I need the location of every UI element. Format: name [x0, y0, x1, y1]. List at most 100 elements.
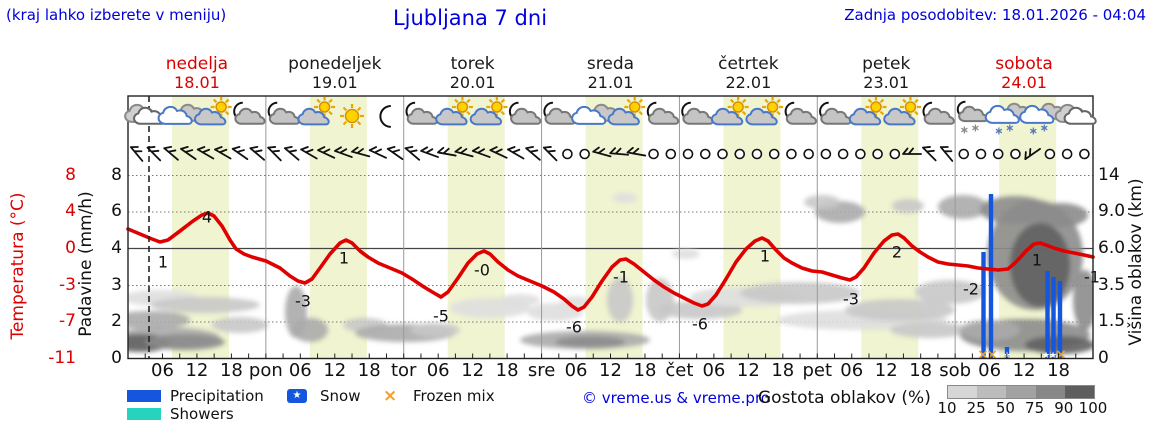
precip-bar: [1004, 347, 1010, 359]
page-title: Ljubljana 7 dni: [392, 6, 548, 30]
cloud-height-tick: 3.5: [1098, 274, 1126, 295]
x-hour-label: 12: [874, 360, 898, 381]
x-day-label: čet: [665, 360, 694, 381]
calm-wind-icon: [992, 148, 1004, 160]
wind-barb-icon: [902, 147, 922, 155]
x-hour-label: 06: [702, 360, 726, 381]
day-name: petek: [862, 54, 911, 74]
wind-barb-icon: [163, 145, 179, 161]
density-tick: 90: [1054, 399, 1074, 417]
wind-barb-icon: [922, 146, 937, 162]
temperature-value-label: -1: [613, 268, 629, 287]
wind-barb-icon: [525, 145, 541, 161]
sun-cloud-weather-icon: [745, 96, 784, 126]
density-segment: [977, 386, 1007, 398]
temperature-curve: [126, 211, 1095, 312]
wind-barb-icon: [249, 145, 266, 161]
daylight-band: [447, 96, 505, 359]
overcast-weather-icon: [1054, 103, 1097, 125]
day-date: 19.01: [311, 73, 358, 92]
day-name: ponedeljek: [288, 54, 382, 74]
x-hour-label: 06: [978, 360, 1002, 381]
cloud-height-tick: 1.5: [1098, 311, 1126, 331]
wind-barb-icon: [334, 146, 353, 158]
temperature-value-label: 1: [1032, 251, 1042, 270]
calm-wind-icon: [665, 148, 677, 160]
day-header: sobota 24.01: [995, 55, 1053, 92]
x-hour-label: 12: [1012, 360, 1036, 381]
calm-wind-icon: [1044, 148, 1056, 160]
day-header: torek 20.01: [450, 55, 496, 92]
sun-cloud-weather-icon: [883, 96, 921, 126]
showers-legend-label: Showers: [170, 405, 234, 423]
moon-cloud-weather-icon: [508, 101, 542, 125]
calm-wind-icon: [1010, 148, 1021, 160]
copyright-link[interactable]: © vreme.us & vreme.pro: [582, 389, 770, 407]
density-tick: 50: [995, 399, 1015, 417]
wind-barb-icon: [129, 146, 144, 162]
calm-wind-icon: [751, 148, 763, 160]
sun-cloud-weather-icon: [710, 96, 749, 126]
sun-cloud-weather-icon: [193, 96, 232, 126]
calm-wind-icon: [855, 148, 866, 160]
moon-cloud-weather-icon: [646, 101, 680, 125]
calm-wind-icon: [699, 148, 711, 160]
temperature-value-label: -3: [843, 290, 859, 309]
snow-cloud-weather-icon: [1019, 102, 1069, 135]
wind-barb-icon: [317, 146, 336, 159]
x-hour-label: 06: [151, 360, 174, 381]
day-header: nedelja 18.01: [166, 55, 228, 92]
calm-wind-icon: [958, 148, 970, 160]
temperature-value-label: 2: [892, 243, 902, 262]
calm-wind-icon: [562, 148, 573, 160]
wind-barb-icon: [267, 146, 282, 162]
calm-wind-icon: [648, 148, 659, 160]
precip-bar: [981, 252, 986, 359]
calm-wind-icon: [803, 148, 814, 160]
temperature-value-label: 1: [760, 247, 770, 266]
snow-cloud-weather-icon: [984, 102, 1034, 135]
x-hour-label: 18: [1047, 360, 1070, 381]
temperature-value-label: -5: [433, 307, 449, 326]
x-hour-label: 06: [840, 360, 864, 381]
wind-barb-icon: [351, 146, 371, 158]
x-day-label: pet: [802, 360, 833, 381]
location-hint: (kraj lahko izberete v meniju): [6, 6, 227, 24]
day-header: ponedeljek 19.01: [288, 55, 381, 92]
day-date: 20.01: [449, 73, 496, 92]
density-segment: [1064, 386, 1095, 398]
calm-wind-icon: [1061, 148, 1073, 160]
precipitation-tick: 4: [111, 237, 122, 258]
day-header: sreda 21.01: [587, 55, 634, 92]
density-tick: 100: [1078, 399, 1108, 417]
moon-cloud-weather-icon: [543, 101, 576, 125]
x-hour-label: 18: [219, 360, 243, 381]
x-hour-label: 06: [426, 360, 450, 381]
calm-wind-icon: [579, 148, 590, 160]
cloud-height-tick: 9.0: [1098, 201, 1126, 221]
day-date: 22.01: [725, 73, 772, 92]
wind-barb-icon: [437, 146, 457, 157]
wind-barb-icon: [454, 146, 474, 158]
calm-wind-icon: [768, 148, 780, 160]
moon-weather-icon: [379, 104, 391, 128]
temperature-tick: 8: [65, 164, 76, 185]
temperature-tick: 0: [65, 237, 76, 258]
calm-wind-icon: [872, 148, 883, 160]
x-hour-label: 06: [564, 360, 588, 381]
frozen-mix-legend-label: Frozen mix: [413, 387, 495, 405]
sun-cloud-weather-icon: [297, 96, 336, 126]
density-tick: 25: [966, 399, 986, 417]
x-hour-label: 18: [357, 360, 381, 381]
temperature-value-label: -1: [1084, 268, 1100, 287]
wind-barb-icon: [1024, 147, 1041, 161]
day-header: četrtek 22.01: [718, 55, 778, 92]
density-segment: [1035, 386, 1065, 398]
temperature-value-label: -3: [295, 292, 311, 311]
frozen-mix-marker-icon: ×: [1055, 347, 1067, 363]
cloud-height-tick: 6.0: [1098, 237, 1126, 258]
wind-barb-icon: [626, 146, 647, 157]
calm-wind-icon: [837, 148, 849, 160]
